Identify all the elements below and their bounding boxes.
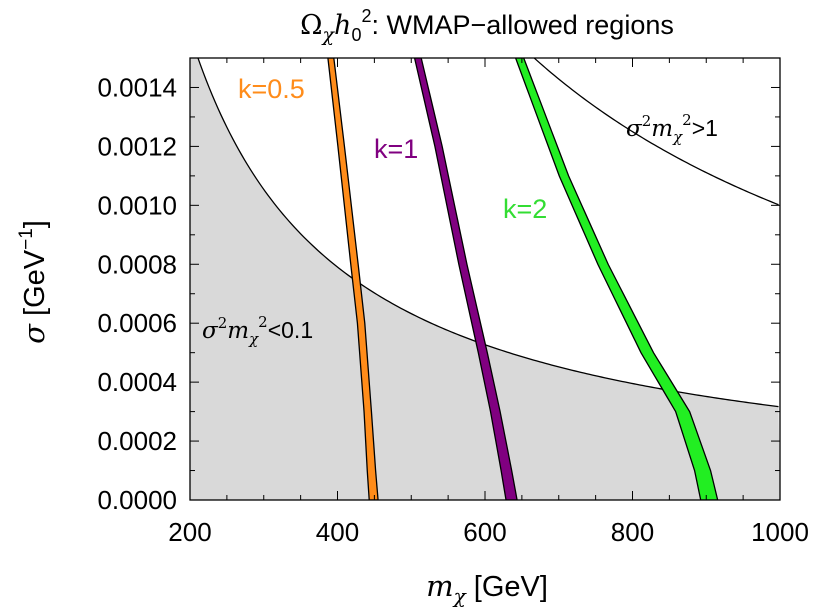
title-chi: χ (321, 24, 336, 46)
x-tick-label: 1000 (751, 517, 809, 547)
y-tick-label: 0.0002 (97, 426, 177, 456)
y-tick-labels: 0.0000 0.0002 0.0004 0.0006 0.0008 0.001… (97, 72, 177, 515)
region-label-upper: σ2mχ2>1 (626, 111, 718, 146)
band-k-0-5 (327, 58, 379, 500)
x-axis-label: mχ [GeV] (426, 569, 548, 608)
x-tick-label: 200 (168, 517, 211, 547)
boundary-curve-upper (533, 58, 779, 206)
y-tick-label: 0.0004 (97, 367, 177, 397)
region-label-lower: σ2mχ2<0.1 (202, 313, 313, 348)
chart-title: Ωχh02: WMAP−allowed regions (300, 6, 674, 46)
y-tick-label: 0.0014 (97, 72, 177, 102)
y-tick-label: 0.0012 (97, 131, 177, 161)
title-sup-two: 2 (361, 6, 371, 26)
plot-area (190, 58, 780, 500)
series-label-k0-5: k=0.5 (238, 74, 305, 104)
x-tick-label: 400 (316, 517, 359, 547)
y-tick-label: 0.0006 (97, 308, 177, 338)
band-k-1 (413, 58, 518, 500)
x-tick-labels: 200 400 600 800 1000 (168, 517, 809, 547)
band-k-2 (514, 58, 719, 500)
title-rest: : WMAP−allowed regions (371, 10, 673, 40)
title-omega: Ω (300, 10, 322, 41)
y-tick-label: 0.0000 (97, 485, 177, 515)
y-axis-label: σ [GeV−1] (16, 220, 51, 344)
y-tick-label: 0.0010 (97, 190, 177, 220)
x-tick-label: 600 (463, 517, 506, 547)
title-h: h (334, 10, 351, 41)
title-sub-zero: 0 (351, 25, 361, 45)
y-tick-label: 0.0008 (97, 249, 177, 279)
series-label-k2: k=2 (503, 194, 547, 224)
x-tick-label: 800 (611, 517, 654, 547)
axis-ticks (189, 57, 781, 501)
series-label-k1: k=1 (374, 134, 418, 164)
shaded-region-lower (190, 58, 780, 500)
